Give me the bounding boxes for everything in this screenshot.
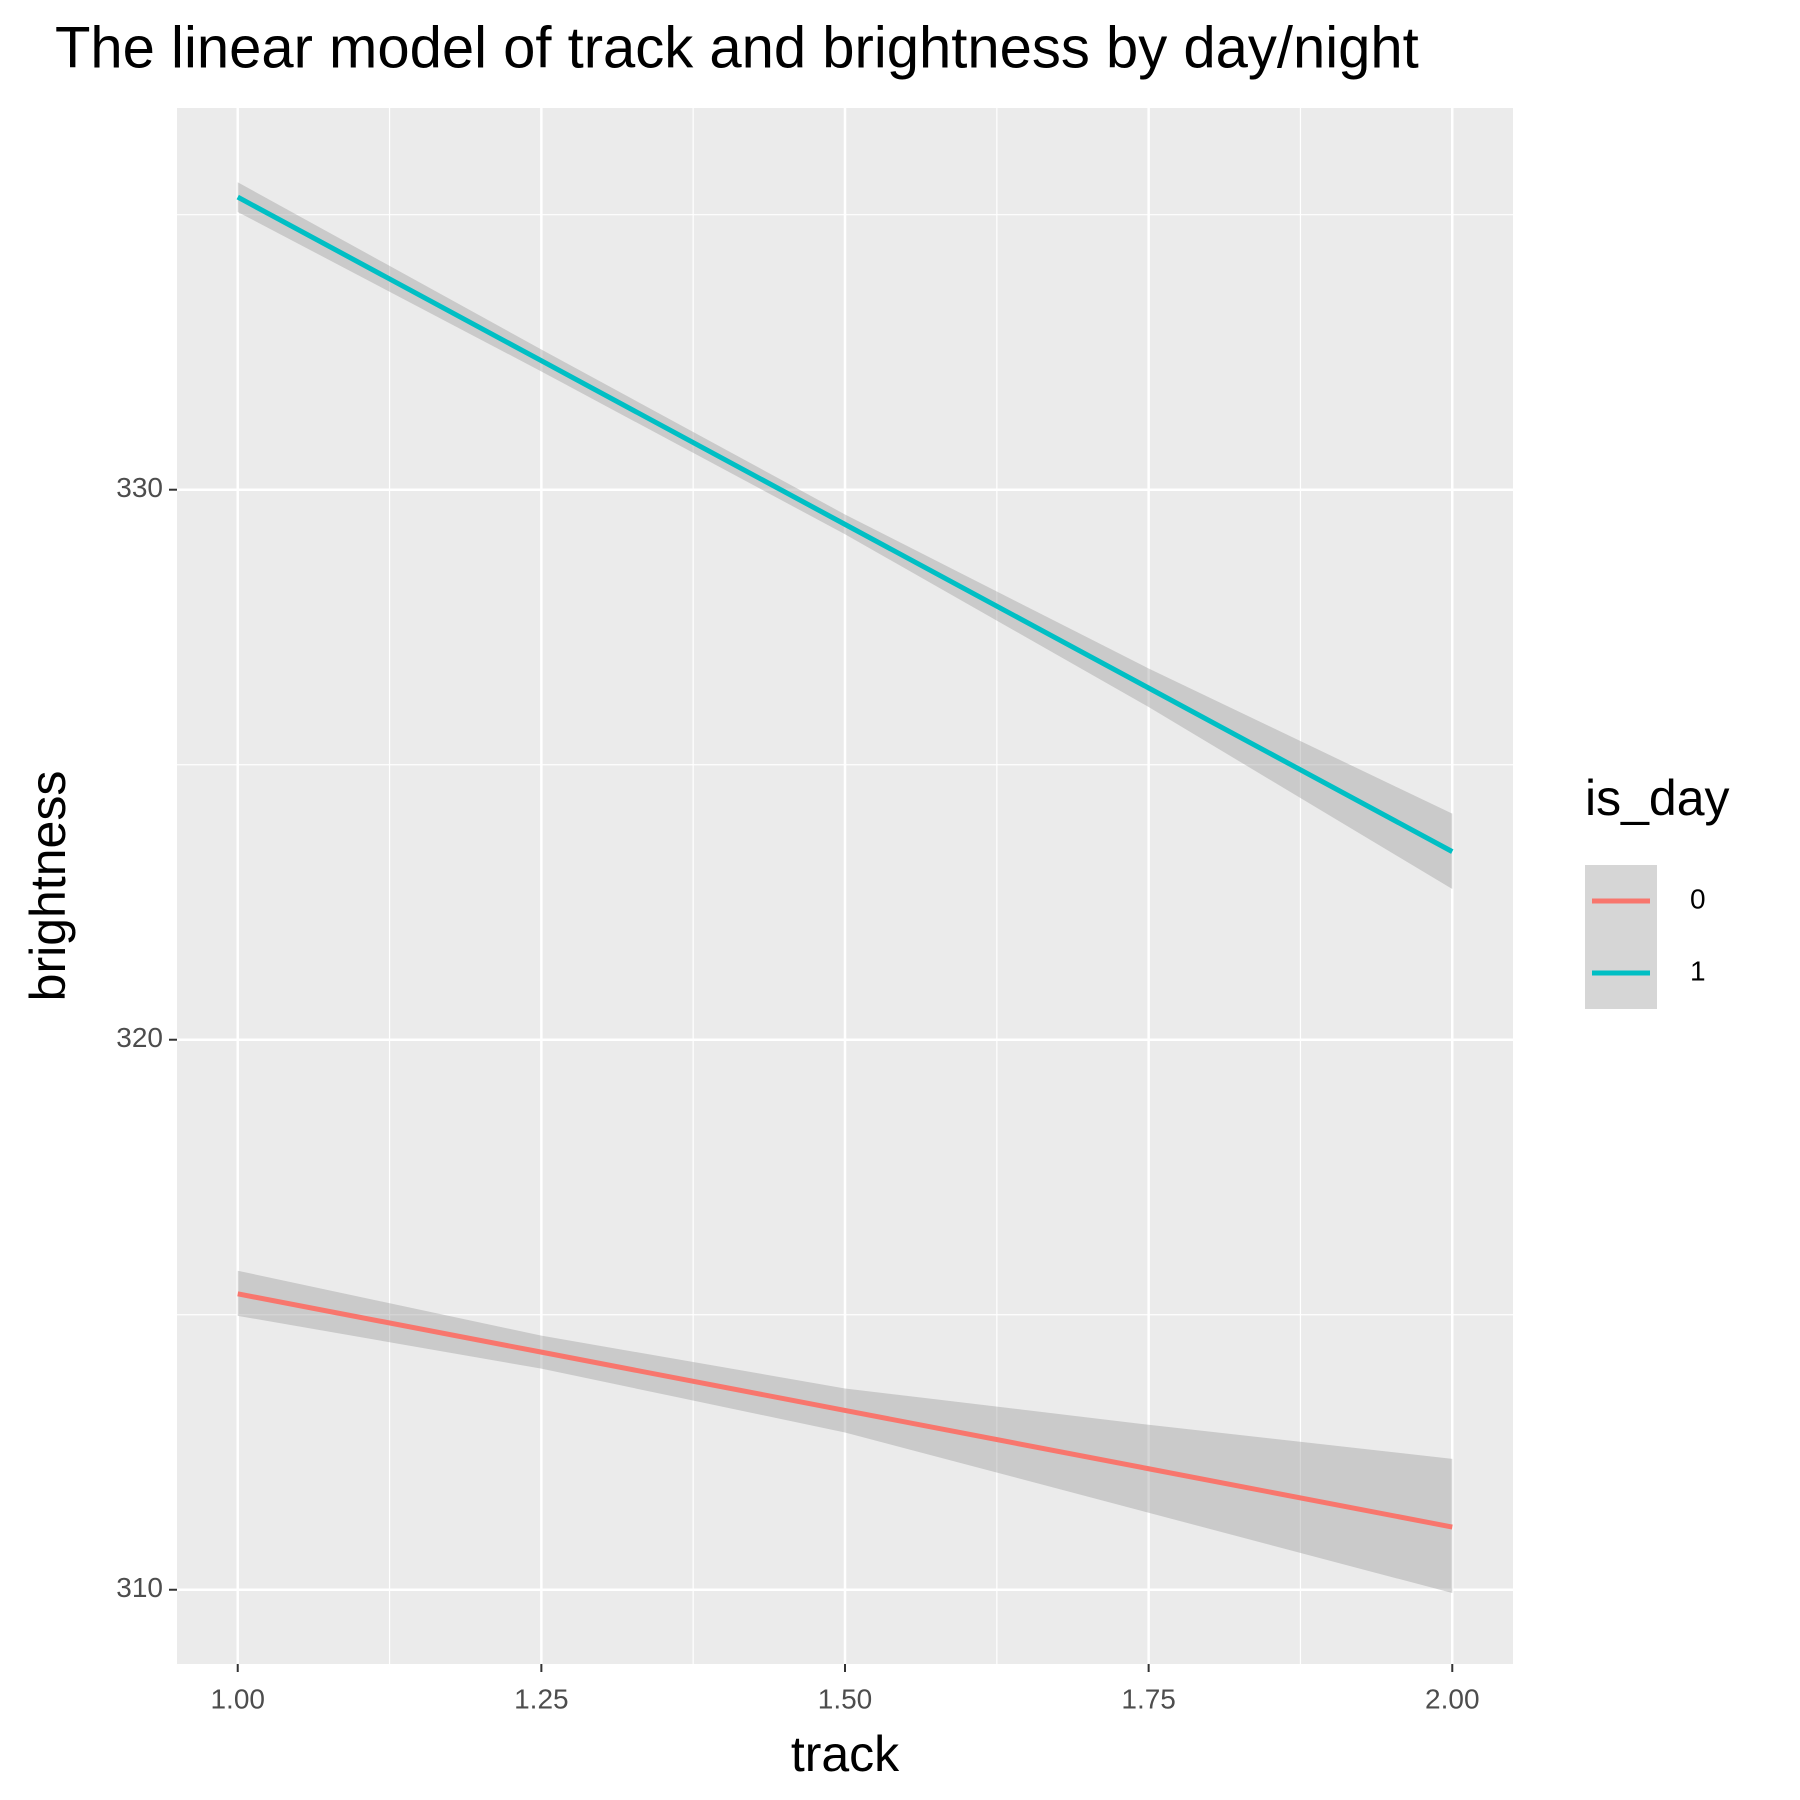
- y-tick-label: 330: [116, 472, 163, 503]
- x-tick-label: 1.75: [1121, 1683, 1176, 1714]
- line: [236, 194, 1454, 854]
- x-tick-label: 1.25: [514, 1683, 569, 1714]
- y-tick-label: 310: [116, 1572, 163, 1603]
- legend-title: is_day: [1585, 770, 1730, 826]
- legend-label: 1: [1690, 955, 1706, 986]
- y-axis-title: brightness: [20, 771, 76, 1002]
- x-tick-label: 1.50: [818, 1683, 873, 1714]
- x-tick-label: 2.00: [1425, 1683, 1480, 1714]
- line: [237, 1291, 1453, 1530]
- x-axis-title: track: [791, 1726, 900, 1782]
- x-tick-label: 1.00: [210, 1683, 265, 1714]
- chart-title: The linear model of track and brightness…: [55, 15, 1419, 80]
- legend-label: 0: [1690, 883, 1706, 914]
- y-tick-label: 320: [116, 1022, 163, 1053]
